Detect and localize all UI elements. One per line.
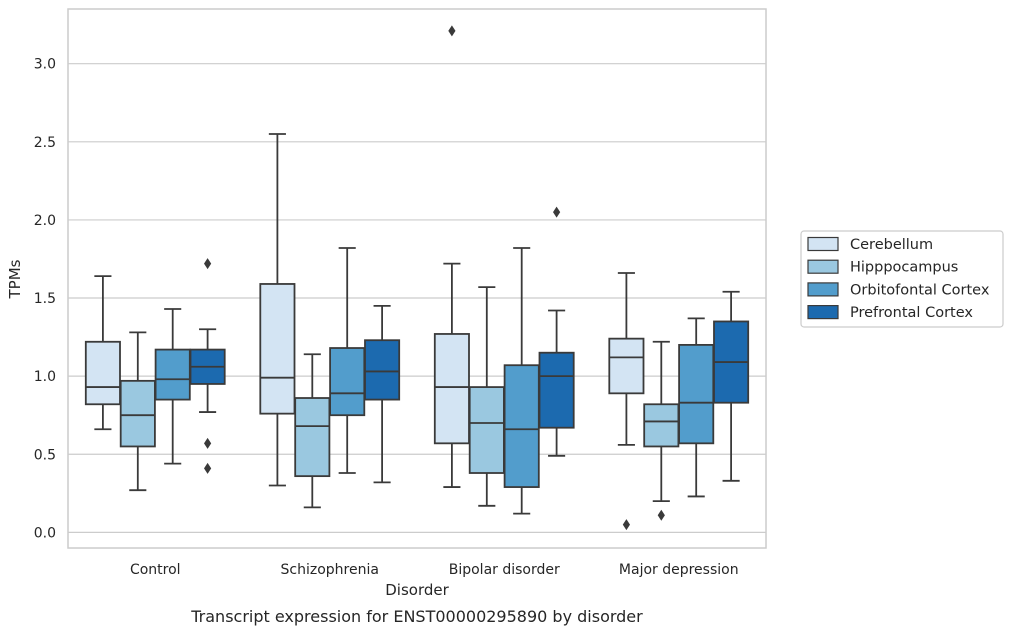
box-0-1 (259, 133, 296, 487)
legend-swatch (807, 236, 839, 252)
outlier-point (204, 462, 212, 474)
iqr-box (608, 337, 645, 395)
legend-entry: Orbitofontal Cortex (850, 282, 990, 298)
iqr-box (329, 347, 366, 417)
y-axis-label: TPMs (6, 259, 24, 299)
box-0-0 (84, 275, 121, 431)
y-tick-label: 2.5 (34, 135, 56, 151)
box-plot-area (84, 25, 750, 531)
box-1-0 (119, 331, 156, 492)
box-0-2 (433, 25, 470, 488)
outlier-point (553, 206, 561, 218)
iqr-box (154, 348, 191, 401)
iqr-box (294, 397, 331, 478)
iqr-box (643, 403, 680, 448)
iqr-box (678, 343, 715, 445)
box-2-3 (678, 317, 715, 498)
y-tick-label: 0.5 (34, 447, 56, 463)
box-2-1 (329, 247, 366, 474)
legend-frame (800, 230, 1004, 328)
outlier-point (204, 437, 212, 449)
y-tick-label: 1.0 (34, 369, 56, 385)
x-tick-label: Bipolar disorder (449, 562, 560, 578)
iqr-box (503, 364, 540, 488)
box-2-2 (503, 247, 540, 515)
legend-swatch (807, 259, 839, 274)
box-3-3 (713, 290, 750, 482)
outlier-point (622, 519, 630, 531)
legend-swatch (807, 305, 839, 320)
outlier-point (448, 25, 456, 37)
legend: Cerebellum Hipppocampus Orbitofontal Corte… (800, 230, 1004, 328)
legend-entry: Hipppocampus (850, 260, 958, 276)
box-2-0 (154, 308, 191, 465)
y-tick-label: 3.0 (34, 57, 56, 73)
legend-entry: Prefrontal Cortex (850, 305, 973, 321)
y-tick-label: 0.0 (34, 525, 56, 541)
y-axis-ticks: 0.0 0.5 1.0 1.5 2.0 2.5 3.0 (34, 57, 56, 542)
box-1-2 (468, 286, 505, 507)
box-0-3 (608, 272, 645, 531)
box-1-1 (294, 353, 331, 509)
iqr-box (433, 333, 470, 445)
x-tick-label: Schizophrenia (281, 562, 379, 578)
y-tick-label: 2.0 (34, 213, 56, 229)
iqr-box (259, 283, 296, 415)
outlier-point (204, 258, 212, 270)
box-3-1 (364, 304, 401, 484)
x-axis-ticks: Control Schizophrenia Bipolar disorder Majo… (130, 562, 739, 578)
iqr-box (538, 351, 575, 429)
x-axis-label: Disorder (385, 581, 449, 599)
outlier-point (657, 509, 665, 521)
x-tick-label: Major depression (619, 562, 739, 578)
box-3-2 (538, 206, 575, 457)
iqr-box (84, 340, 121, 406)
box-1-3 (643, 340, 680, 521)
y-tick-label: 1.5 (34, 291, 56, 307)
iqr-box (119, 379, 156, 448)
iqr-box (468, 386, 505, 474)
x-tick-label: Control (130, 562, 181, 578)
legend-entry: Cerebellum (850, 237, 933, 253)
legend-swatch (807, 282, 839, 297)
box-3-0 (189, 258, 226, 474)
plot-frame (67, 8, 767, 549)
iqr-box (364, 339, 401, 401)
chart-caption: Transcript expression for ENST0000029589… (190, 607, 643, 626)
